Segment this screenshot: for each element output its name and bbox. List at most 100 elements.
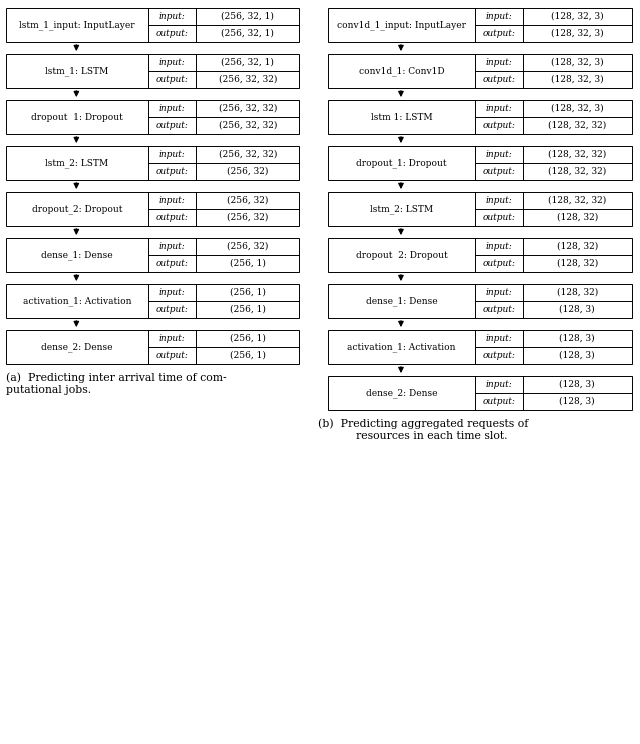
Text: input:: input: bbox=[486, 12, 513, 21]
Text: (128, 32, 3): (128, 32, 3) bbox=[551, 12, 604, 21]
Text: dropout  1: Dropout: dropout 1: Dropout bbox=[31, 112, 123, 121]
Text: (256, 32, 32): (256, 32, 32) bbox=[218, 121, 277, 130]
Text: (256, 32, 1): (256, 32, 1) bbox=[221, 58, 274, 67]
Text: (256, 32): (256, 32) bbox=[227, 213, 268, 222]
Text: input:: input: bbox=[159, 150, 186, 159]
Text: output:: output: bbox=[483, 29, 515, 38]
Text: output:: output: bbox=[483, 121, 515, 130]
Text: dropout  2: Dropout: dropout 2: Dropout bbox=[356, 251, 447, 260]
Text: (128, 32, 32): (128, 32, 32) bbox=[548, 167, 607, 176]
Text: dropout_1: Dropout: dropout_1: Dropout bbox=[356, 158, 447, 168]
Text: (a)  Predicting inter arrival time of com-: (a) Predicting inter arrival time of com… bbox=[6, 372, 227, 382]
Text: (256, 32): (256, 32) bbox=[227, 167, 268, 176]
Text: dropout_2: Dropout: dropout_2: Dropout bbox=[32, 204, 122, 214]
Text: (256, 32, 32): (256, 32, 32) bbox=[218, 104, 277, 113]
Bar bbox=[6, 54, 299, 88]
Text: input:: input: bbox=[159, 12, 186, 21]
Text: (128, 3): (128, 3) bbox=[559, 305, 595, 314]
Text: lstm 1: LSTM: lstm 1: LSTM bbox=[371, 112, 433, 121]
Bar bbox=[6, 330, 299, 364]
Text: (128, 3): (128, 3) bbox=[559, 351, 595, 360]
Text: putational jobs.: putational jobs. bbox=[6, 385, 91, 395]
Bar bbox=[6, 192, 299, 226]
Text: dense_1: Dense: dense_1: Dense bbox=[366, 296, 438, 306]
Text: lstm_1: LSTM: lstm_1: LSTM bbox=[45, 66, 109, 76]
Text: output:: output: bbox=[156, 29, 189, 38]
Text: lstm_1_input: InputLayer: lstm_1_input: InputLayer bbox=[19, 20, 135, 30]
Text: output:: output: bbox=[483, 259, 515, 268]
Text: input:: input: bbox=[159, 288, 186, 297]
Bar bbox=[328, 330, 632, 364]
Bar bbox=[6, 146, 299, 180]
Text: activation_1: Activation: activation_1: Activation bbox=[348, 342, 456, 352]
Bar bbox=[328, 376, 632, 410]
Text: dense_2: Dense: dense_2: Dense bbox=[42, 342, 113, 352]
Text: (256, 1): (256, 1) bbox=[230, 259, 266, 268]
Text: output:: output: bbox=[483, 213, 515, 222]
Text: input:: input: bbox=[486, 150, 513, 159]
Bar bbox=[6, 8, 299, 42]
Text: (256, 1): (256, 1) bbox=[230, 334, 266, 343]
Bar bbox=[328, 192, 632, 226]
Text: (128, 32): (128, 32) bbox=[557, 213, 598, 222]
Text: output:: output: bbox=[483, 351, 515, 360]
Text: output:: output: bbox=[156, 351, 189, 360]
Text: output:: output: bbox=[156, 75, 189, 84]
Text: dense_2: Dense: dense_2: Dense bbox=[366, 388, 438, 398]
Text: output:: output: bbox=[156, 167, 189, 176]
Text: lstm_2: LSTM: lstm_2: LSTM bbox=[370, 204, 433, 214]
Text: output:: output: bbox=[483, 75, 515, 84]
Bar bbox=[328, 100, 632, 134]
Text: (128, 3): (128, 3) bbox=[559, 334, 595, 343]
Text: conv1d_1: Conv1D: conv1d_1: Conv1D bbox=[359, 66, 445, 76]
Text: output:: output: bbox=[483, 167, 515, 176]
Text: output:: output: bbox=[156, 305, 189, 314]
Text: (128, 32, 3): (128, 32, 3) bbox=[551, 58, 604, 67]
Text: (256, 32, 32): (256, 32, 32) bbox=[218, 75, 277, 84]
Bar bbox=[328, 238, 632, 272]
Text: output:: output: bbox=[156, 213, 189, 222]
Text: (256, 32, 1): (256, 32, 1) bbox=[221, 29, 274, 38]
Text: conv1d_1_input: InputLayer: conv1d_1_input: InputLayer bbox=[337, 20, 466, 30]
Text: input:: input: bbox=[486, 58, 513, 67]
Text: (128, 32, 3): (128, 32, 3) bbox=[551, 29, 604, 38]
Text: input:: input: bbox=[159, 334, 186, 343]
Text: output:: output: bbox=[483, 397, 515, 406]
Text: (128, 3): (128, 3) bbox=[559, 380, 595, 389]
Bar bbox=[328, 54, 632, 88]
Text: (b)  Predicting aggregated requests of: (b) Predicting aggregated requests of bbox=[318, 418, 529, 429]
Text: input:: input: bbox=[486, 380, 513, 389]
Text: (256, 32, 1): (256, 32, 1) bbox=[221, 12, 274, 21]
Text: (256, 1): (256, 1) bbox=[230, 351, 266, 360]
Bar bbox=[328, 284, 632, 318]
Text: (128, 32, 32): (128, 32, 32) bbox=[548, 150, 607, 159]
Text: (128, 32): (128, 32) bbox=[557, 259, 598, 268]
Text: input:: input: bbox=[486, 288, 513, 297]
Text: input:: input: bbox=[159, 196, 186, 205]
Text: input:: input: bbox=[159, 242, 186, 251]
Text: (128, 32, 32): (128, 32, 32) bbox=[548, 121, 607, 130]
Bar bbox=[6, 284, 299, 318]
Bar bbox=[328, 146, 632, 180]
Text: (256, 32): (256, 32) bbox=[227, 242, 268, 251]
Text: (128, 3): (128, 3) bbox=[559, 397, 595, 406]
Bar bbox=[328, 8, 632, 42]
Text: input:: input: bbox=[159, 104, 186, 113]
Text: (256, 1): (256, 1) bbox=[230, 305, 266, 314]
Text: input:: input: bbox=[486, 334, 513, 343]
Text: (128, 32, 3): (128, 32, 3) bbox=[551, 104, 604, 113]
Text: (256, 1): (256, 1) bbox=[230, 288, 266, 297]
Text: output:: output: bbox=[156, 259, 189, 268]
Text: lstm_2: LSTM: lstm_2: LSTM bbox=[45, 158, 109, 168]
Text: (128, 32, 3): (128, 32, 3) bbox=[551, 75, 604, 84]
Text: output:: output: bbox=[156, 121, 189, 130]
Text: (128, 32): (128, 32) bbox=[557, 288, 598, 297]
Text: input:: input: bbox=[486, 196, 513, 205]
Bar bbox=[6, 238, 299, 272]
Text: activation_1: Activation: activation_1: Activation bbox=[23, 296, 131, 306]
Text: input:: input: bbox=[486, 242, 513, 251]
Text: input:: input: bbox=[486, 104, 513, 113]
Text: (128, 32): (128, 32) bbox=[557, 242, 598, 251]
Text: (256, 32, 32): (256, 32, 32) bbox=[218, 150, 277, 159]
Text: resources in each time slot.: resources in each time slot. bbox=[356, 431, 508, 441]
